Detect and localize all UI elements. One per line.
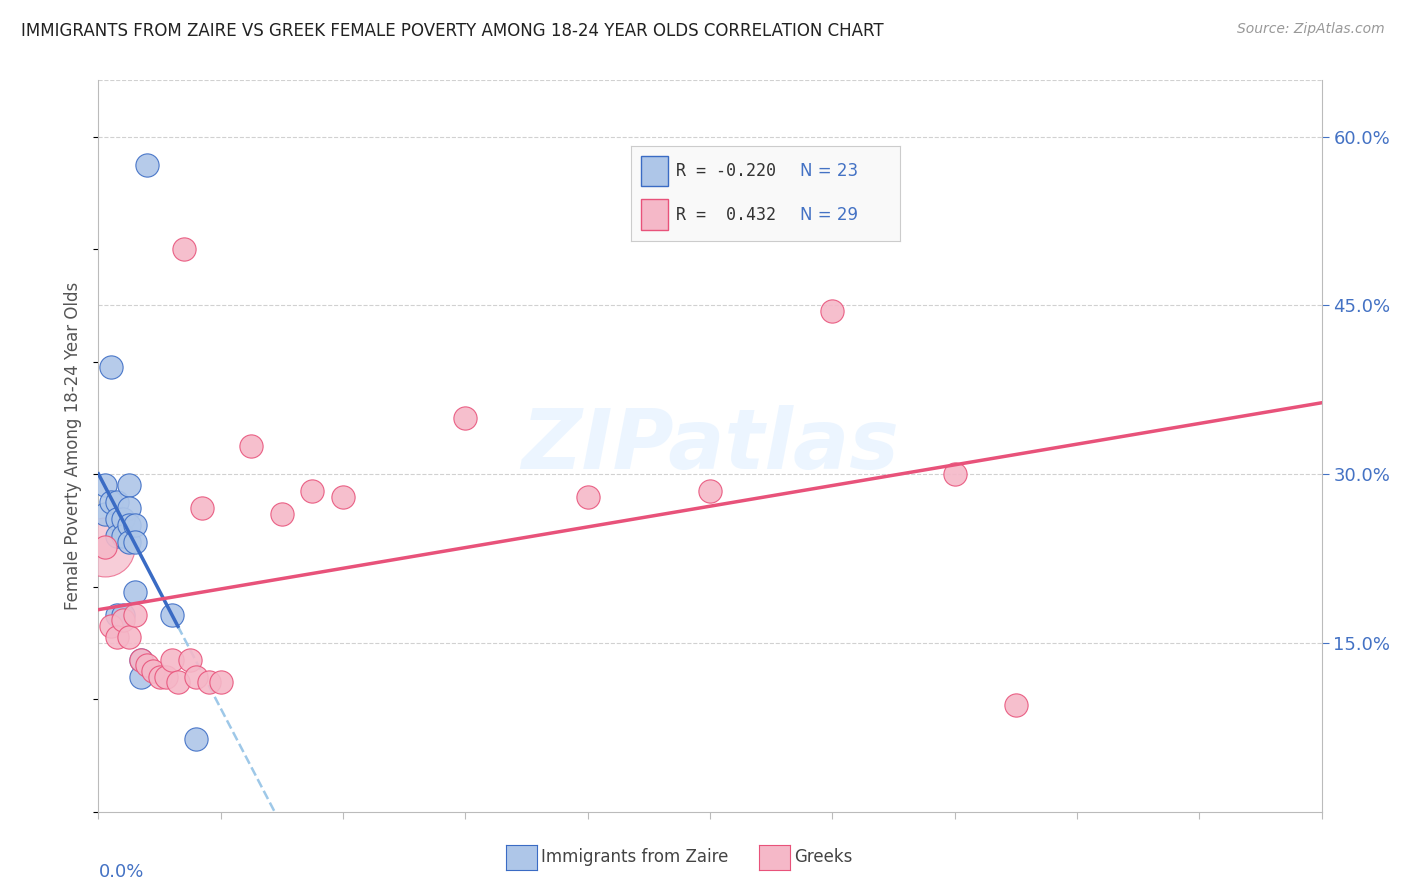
- Point: [167, 675, 190, 690]
- Point: [100, 619, 122, 633]
- Point: [301, 483, 323, 498]
- Point: [129, 670, 152, 684]
- Text: R = -0.220: R = -0.220: [676, 161, 776, 180]
- Text: IMMIGRANTS FROM ZAIRE VS GREEK FEMALE POVERTY AMONG 18-24 YEAR OLDS CORRELATION : IMMIGRANTS FROM ZAIRE VS GREEK FEMALE PO…: [21, 22, 884, 40]
- Text: R =  0.432: R = 0.432: [676, 205, 776, 224]
- Point: [118, 630, 141, 644]
- Point: [197, 675, 219, 690]
- Text: ZIPatlas: ZIPatlas: [522, 406, 898, 486]
- Point: [209, 675, 232, 690]
- Point: [111, 614, 134, 628]
- Point: [129, 653, 152, 667]
- Point: [136, 658, 159, 673]
- Point: [100, 495, 122, 509]
- Text: N = 23: N = 23: [800, 161, 858, 180]
- Point: [105, 512, 128, 526]
- Point: [149, 670, 172, 684]
- Point: [142, 664, 165, 678]
- Point: [821, 304, 844, 318]
- Point: [129, 653, 152, 667]
- Text: 0.0%: 0.0%: [98, 863, 143, 881]
- Point: [270, 507, 292, 521]
- Text: Greeks: Greeks: [794, 848, 853, 866]
- Point: [943, 467, 966, 482]
- Bar: [641, 199, 668, 230]
- Point: [576, 490, 599, 504]
- Point: [111, 529, 134, 543]
- Point: [186, 731, 208, 746]
- Point: [118, 517, 141, 532]
- Point: [179, 653, 201, 667]
- Point: [105, 607, 128, 622]
- Point: [100, 360, 122, 375]
- Point: [124, 517, 146, 532]
- Point: [240, 439, 263, 453]
- Point: [173, 242, 195, 256]
- Point: [136, 158, 159, 172]
- Point: [93, 478, 115, 492]
- Point: [105, 495, 128, 509]
- Y-axis label: Female Poverty Among 18-24 Year Olds: Female Poverty Among 18-24 Year Olds: [65, 282, 83, 610]
- Point: [1004, 698, 1026, 712]
- Point: [124, 607, 146, 622]
- Point: [118, 500, 141, 515]
- Text: N = 29: N = 29: [800, 205, 858, 224]
- Point: [160, 607, 183, 622]
- Point: [155, 670, 177, 684]
- Point: [454, 410, 477, 425]
- Point: [191, 500, 214, 515]
- Point: [118, 534, 141, 549]
- Point: [699, 483, 721, 498]
- Point: [93, 541, 115, 555]
- Point: [93, 541, 115, 555]
- Bar: [641, 155, 668, 186]
- Point: [105, 630, 128, 644]
- Point: [105, 529, 128, 543]
- Text: Source: ZipAtlas.com: Source: ZipAtlas.com: [1237, 22, 1385, 37]
- Point: [124, 585, 146, 599]
- Point: [332, 490, 354, 504]
- Point: [186, 670, 208, 684]
- Point: [160, 653, 183, 667]
- Point: [124, 534, 146, 549]
- Text: Immigrants from Zaire: Immigrants from Zaire: [541, 848, 728, 866]
- Point: [93, 507, 115, 521]
- Point: [111, 607, 134, 622]
- Point: [118, 478, 141, 492]
- Point: [111, 512, 134, 526]
